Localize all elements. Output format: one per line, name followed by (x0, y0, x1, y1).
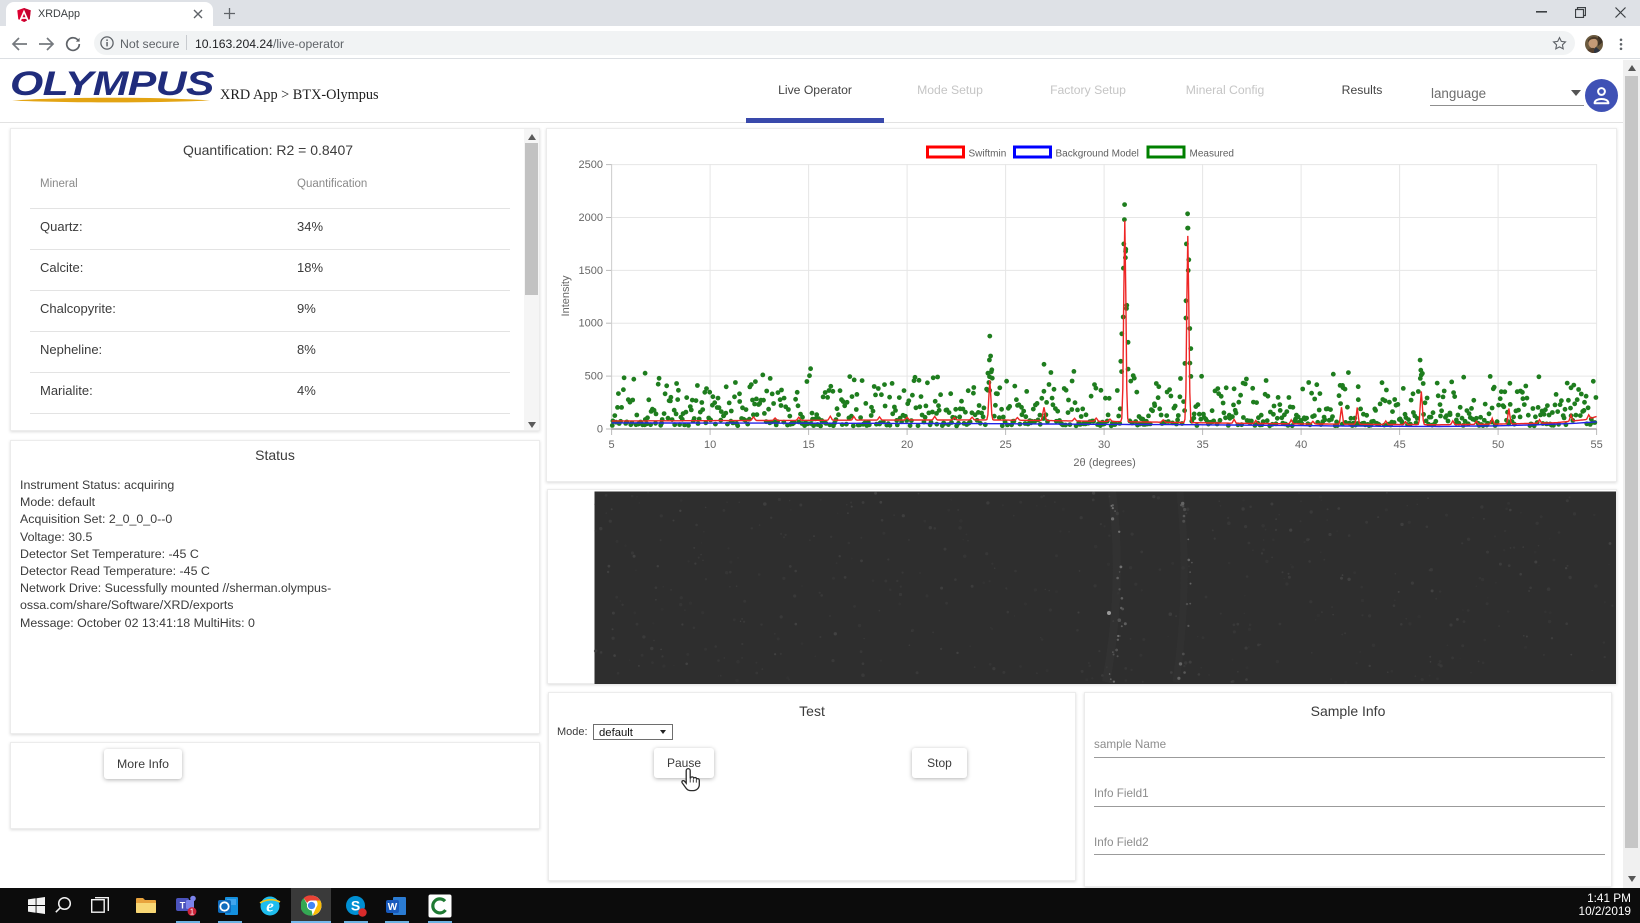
svg-text:W: W (388, 902, 398, 913)
svg-text:2θ (degrees): 2θ (degrees) (1073, 457, 1135, 469)
svg-text:1000: 1000 (579, 318, 603, 330)
svg-text:2500: 2500 (579, 159, 603, 171)
svg-text:T: T (180, 901, 186, 911)
svg-text:2000: 2000 (579, 212, 603, 224)
svg-text:5: 5 (609, 439, 615, 451)
svg-text:55: 55 (1590, 439, 1602, 451)
svg-text:15: 15 (802, 439, 814, 451)
svg-text:40: 40 (1295, 439, 1307, 451)
svg-text:e: e (266, 897, 274, 916)
svg-text:Intensity: Intensity (560, 275, 572, 316)
svg-text:Background Model: Background Model (1056, 149, 1139, 160)
svg-text:S: S (351, 898, 360, 914)
svg-text:25: 25 (999, 439, 1011, 451)
svg-text:10: 10 (704, 439, 716, 451)
svg-text:20: 20 (901, 439, 913, 451)
svg-text:45: 45 (1393, 439, 1405, 451)
svg-text:0: 0 (597, 423, 603, 435)
svg-text:35: 35 (1196, 439, 1208, 451)
svg-text:1500: 1500 (579, 265, 603, 277)
svg-text:Swiftmin: Swiftmin (969, 149, 1007, 160)
svg-text:Measured: Measured (1190, 149, 1234, 160)
svg-text:500: 500 (585, 371, 603, 383)
svg-text:1: 1 (190, 908, 195, 916)
svg-text:30: 30 (1098, 439, 1110, 451)
svg-text:50: 50 (1492, 439, 1504, 451)
